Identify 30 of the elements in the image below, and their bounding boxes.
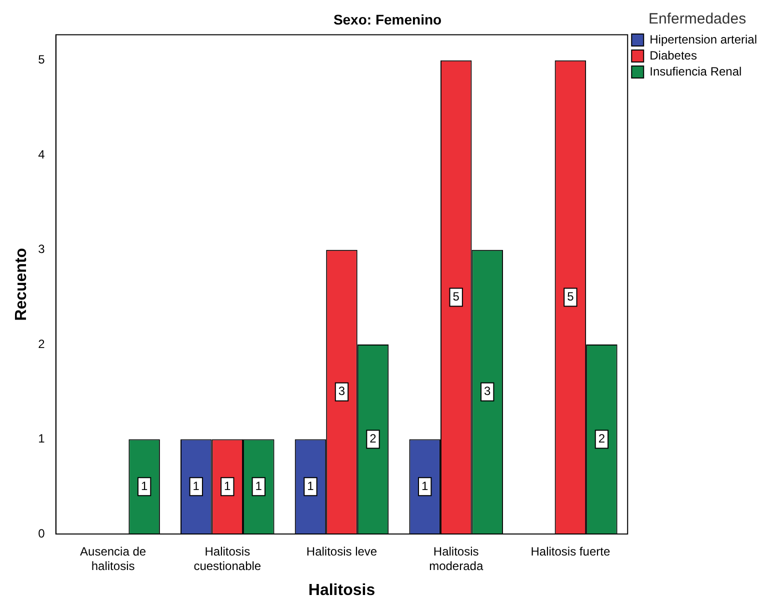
y-tick-label: 4 — [38, 147, 46, 162]
legend-label: Hipertension arterial — [650, 32, 758, 46]
data-label: 1 — [255, 478, 262, 493]
legend-title: Enfermedades — [648, 10, 746, 28]
x-tick-label: Halitosis cuestionable — [194, 544, 262, 573]
x-axis-title: Halitosis — [308, 582, 376, 599]
data-label: 3 — [484, 384, 492, 398]
data-label: 5 — [452, 290, 460, 304]
chart-title: Sexo: Femenino — [333, 11, 442, 28]
data-label: 5 — [567, 290, 574, 304]
y-axis-title: Recuento — [13, 248, 30, 321]
x-tick-label: Ausencia de halitosis — [80, 544, 146, 573]
data-label: 1 — [140, 478, 148, 493]
data-label: 2 — [598, 432, 606, 446]
x-tick-label: Halitosis leve — [306, 544, 378, 559]
data-label: 1 — [421, 478, 428, 493]
data-label: 3 — [338, 384, 346, 398]
y-tick-label: 0 — [38, 526, 46, 540]
data-label: 2 — [370, 432, 377, 446]
data-label: 1 — [224, 478, 232, 493]
x-tick-label: Halitosis fuerte — [530, 544, 610, 559]
legend-label: Insufiencia Renal — [650, 64, 742, 78]
x-tick-label: Halitosis moderada — [429, 544, 484, 573]
y-tick-label: 3 — [38, 242, 46, 256]
y-tick-label: 5 — [38, 52, 46, 67]
legend-label: Diabetes — [650, 48, 697, 62]
y-tick-label: 1 — [38, 432, 46, 446]
data-label: 1 — [307, 478, 314, 493]
data-label: 1 — [192, 478, 200, 493]
y-tick-label: 2 — [38, 336, 46, 351]
